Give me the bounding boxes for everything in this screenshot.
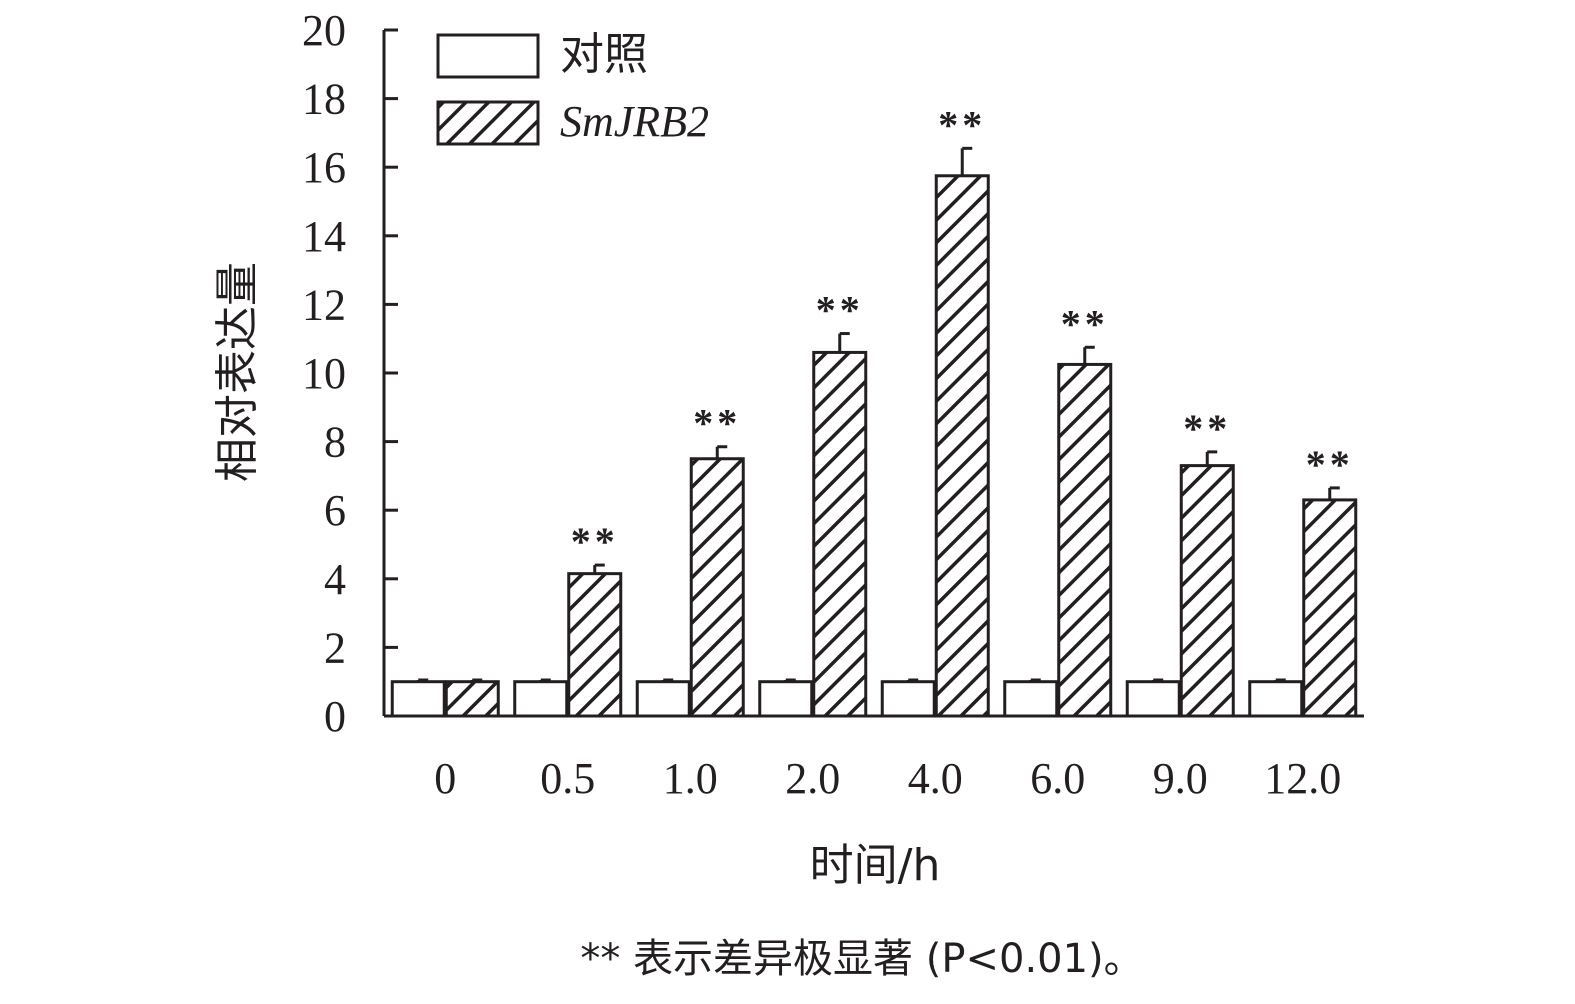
significance-marker: ** <box>1183 406 1231 451</box>
control-bar <box>758 680 814 718</box>
control-bar <box>390 680 446 718</box>
y-tick-label: 20 <box>302 6 346 55</box>
x-tick-label: 12.0 <box>1264 754 1341 803</box>
legend-swatch-smjrb2 <box>436 100 540 146</box>
legend-label-smjrb2: SmJRB2 <box>560 97 709 146</box>
legend-swatch-control <box>436 33 540 79</box>
x-tick-label: 2.0 <box>785 754 840 803</box>
x-tick-label: 4.0 <box>908 754 963 803</box>
smjrb2-bar <box>689 457 745 718</box>
significance-footnote: ** 表示差异极显著 (P<0.01)。 <box>580 936 1143 982</box>
x-axis-title: 时间/h <box>810 840 941 891</box>
significance-marker: ** <box>571 519 619 564</box>
bars-group: ** ** ** ** ** ** ** <box>390 102 1358 718</box>
y-axis-title: 相对表达量 <box>212 262 263 482</box>
significance-marker: ** <box>693 401 741 446</box>
significance-marker: ** <box>816 288 864 333</box>
x-tick-label: 0 <box>434 754 456 803</box>
significance-marker: ** <box>1306 442 1354 487</box>
significance-marker: ** <box>938 102 986 147</box>
y-tick-label: 0 <box>324 692 346 741</box>
legend-label-control: 对照 <box>560 30 648 79</box>
smjrb2-bar <box>812 350 868 718</box>
x-tick-label: 1.0 <box>663 754 718 803</box>
control-bar <box>880 680 936 718</box>
x-tick-label: 0.5 <box>540 754 595 803</box>
smjrb2-bar <box>1302 498 1358 718</box>
legend: 对照 SmJRB2 <box>436 30 709 146</box>
x-tick-label: 9.0 <box>1153 754 1208 803</box>
control-bar <box>635 680 691 718</box>
y-tick-label: 8 <box>324 418 346 467</box>
axes-group: 0 2 4 6 8 10 12 14 16 18 20 0 0.5 1.0 2.0 4.0 6.0 9.0 12.0 <box>302 6 1364 803</box>
smjrb2-bar <box>1057 362 1113 718</box>
x-tick-label: 6.0 <box>1030 754 1085 803</box>
y-tick-label: 16 <box>302 143 346 192</box>
y-tick-label: 2 <box>324 623 346 672</box>
control-bar <box>1248 680 1304 718</box>
y-tick-label: 10 <box>302 349 346 398</box>
control-bar <box>1003 680 1059 718</box>
smjrb2-bar <box>444 680 500 718</box>
smjrb2-bar <box>934 174 990 718</box>
y-tick-label: 14 <box>302 212 346 261</box>
control-bar <box>1125 680 1181 718</box>
control-bar <box>513 680 569 718</box>
y-tick-label: 6 <box>324 486 346 535</box>
smjrb2-bar <box>567 572 623 718</box>
significance-marker: ** <box>1061 301 1109 346</box>
y-tick-label: 12 <box>302 280 346 329</box>
y-tick-label: 4 <box>324 555 346 604</box>
y-tick-label: 18 <box>302 75 346 124</box>
smjrb2-bar <box>1179 464 1235 718</box>
